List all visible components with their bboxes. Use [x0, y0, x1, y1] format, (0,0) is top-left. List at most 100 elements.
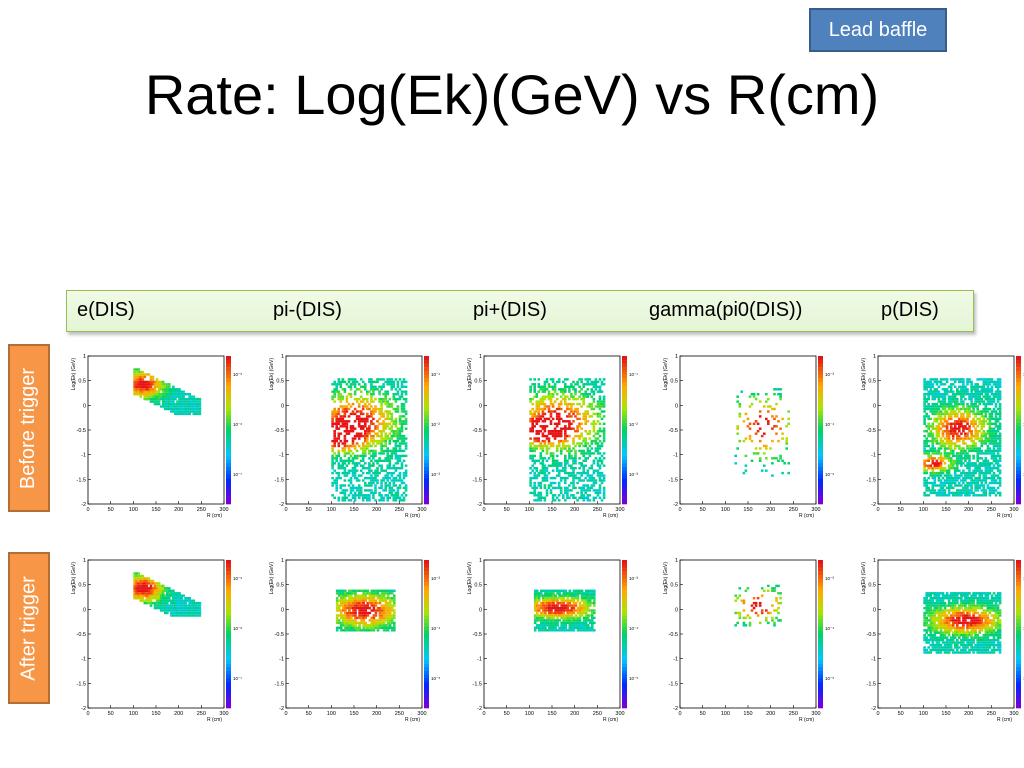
heatmap-cell [976, 412, 979, 416]
heatmap-cell [382, 589, 386, 592]
heatmap-cell [388, 397, 392, 401]
heatmap-cell [341, 407, 345, 411]
heatmap-cell [378, 459, 381, 462]
heatmap-cell [937, 400, 941, 403]
heatmap-cell [137, 594, 140, 597]
heatmap-cell [564, 481, 567, 485]
heatmap-cell [353, 385, 357, 388]
heatmap-cell [945, 471, 949, 475]
heatmap-cell [598, 390, 602, 393]
heatmap-cell [555, 496, 559, 499]
heatmap-cell [602, 439, 606, 443]
heatmap-cell [956, 434, 959, 438]
heatmap-cell [787, 422, 790, 425]
heatmap-cell [392, 383, 396, 386]
heatmap-cell [949, 378, 953, 381]
heatmap-cell [927, 464, 930, 467]
heatmap-cell [194, 609, 198, 612]
heatmap-cell [362, 594, 365, 597]
heatmap-cell [357, 410, 361, 413]
colorbar-segment [818, 452, 823, 457]
y-tick-label: 1 [675, 354, 678, 360]
colorbar-segment [424, 560, 429, 564]
heatmap-cell [945, 442, 949, 445]
colorbar-segment [424, 656, 429, 661]
heatmap-cell [992, 410, 996, 413]
heatmap-cell [339, 432, 343, 435]
heatmap-cell [540, 611, 543, 615]
heatmap-cell [535, 624, 539, 627]
heatmap-cell [947, 457, 951, 460]
heatmap-cell [982, 400, 986, 403]
heatmap-cell [168, 402, 171, 406]
heatmap-cell [564, 420, 567, 423]
heatmap-cell [586, 410, 590, 413]
y-tick-label: 1 [281, 354, 284, 360]
heatmap-cell [402, 499, 406, 502]
heatmap-cell [951, 397, 955, 401]
heatmap-cell [598, 388, 602, 391]
heatmap-cell [151, 388, 155, 391]
heatmap-cell [344, 606, 347, 610]
heatmap-cell [350, 606, 353, 610]
heatmap-cell [966, 427, 969, 430]
heatmap-cell [998, 437, 1002, 440]
heatmap-cell [370, 430, 373, 433]
heatmap-cell [390, 434, 394, 438]
heatmap-cell [378, 378, 381, 381]
heatmap-cell [582, 417, 585, 421]
heatmap-cell [356, 604, 359, 607]
heatmap-cell [988, 397, 992, 401]
heatmap-cell [935, 432, 939, 435]
heatmap-cell [588, 383, 592, 386]
heatmap-cell [787, 471, 790, 475]
heatmap-cell [359, 417, 363, 421]
heatmap-cell [359, 385, 363, 388]
heatmap-cell [394, 499, 398, 502]
heatmap-cell [996, 420, 1000, 423]
heatmap-cell [351, 489, 355, 492]
heatmap-cell [596, 402, 600, 406]
heatmap-cell [372, 454, 375, 458]
heatmap-cell [974, 462, 977, 465]
heatmap-cell [962, 462, 965, 465]
heatmap-cell [400, 481, 404, 485]
colorbar-segment [424, 467, 429, 471]
heatmap-cell [198, 606, 202, 610]
heatmap-cell [386, 601, 390, 605]
heatmap-cell [943, 444, 947, 448]
heatmap-cell [361, 400, 365, 403]
heatmap-cell [537, 474, 541, 477]
heatmap-cell [341, 459, 345, 462]
heatmap-cell [364, 594, 367, 597]
heatmap-cell [353, 496, 357, 499]
heatmap-cell [190, 407, 194, 411]
heatmap-cell [170, 400, 173, 403]
heatmap-cell [198, 601, 202, 605]
colorbar-segment [424, 463, 429, 468]
heatmap-cell [943, 405, 947, 408]
heatmap-cell [364, 609, 367, 612]
heatmap-cell [962, 449, 965, 453]
heatmap-cell [947, 481, 951, 485]
heatmap-cell [355, 464, 359, 467]
heatmap-cell [584, 422, 587, 425]
heatmap-cell [180, 400, 183, 403]
heatmap-cell [551, 405, 555, 408]
heatmap-cell [390, 415, 394, 418]
heatmap-cell [133, 597, 136, 600]
heatmap-cell [568, 464, 571, 467]
heatmap-cell [925, 412, 928, 416]
heatmap-cell [535, 626, 539, 629]
heatmap-cell [135, 597, 138, 600]
heatmap-cell [133, 385, 136, 388]
heatmap-cell [988, 417, 992, 421]
heatmap-cell [168, 388, 171, 391]
heatmap-cell [980, 390, 984, 393]
heatmap-cell [994, 417, 998, 421]
heatmap-cell [984, 471, 988, 475]
heatmap-cell [925, 437, 928, 440]
heatmap-cell [984, 407, 988, 411]
heatmap-cell [339, 626, 343, 629]
